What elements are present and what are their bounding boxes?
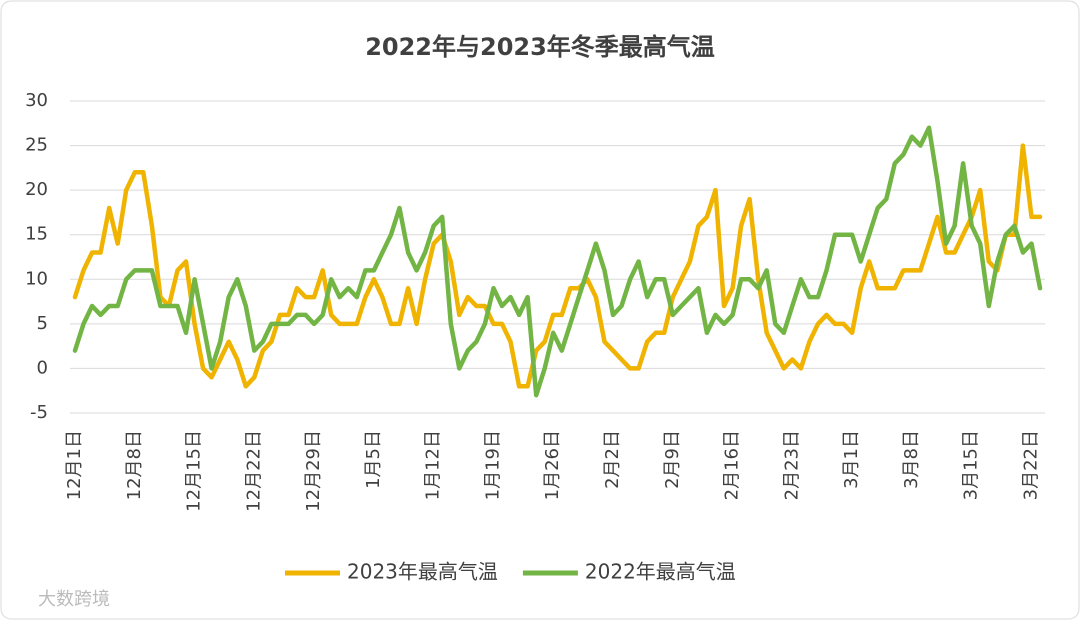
chart-title: 2022年与2023年冬季最高气温 [365,33,715,61]
y-tick-label: 25 [25,135,48,156]
x-tick-label: 3月22日 [1020,430,1041,500]
x-tick-label: 1月5日 [363,430,384,489]
x-tick-label: 2月2日 [602,430,623,489]
x-tick-label: 2月23日 [781,430,802,500]
y-tick-label: 20 [25,179,48,200]
x-tick-label: 3月8日 [901,430,922,489]
y-tick-label: 15 [25,224,48,245]
x-tick-label: 1月19日 [482,430,503,500]
x-tick-label: 12月15日 [184,430,205,512]
x-tick-label: 12月29日 [303,430,324,512]
x-tick-label: 2月16日 [722,430,743,500]
line-series [72,143,1043,389]
legend-label: 2023年最高气温 [347,560,498,584]
legend-label: 2022年最高气温 [585,560,736,584]
x-tick-label: 3月15日 [961,430,982,500]
y-tick-label: 30 [25,90,48,111]
y-tick-label: 10 [25,268,48,289]
y-tick-label: 0 [37,357,48,378]
x-tick-label: 12月22日 [243,430,264,512]
x-tick-label: 3月1日 [841,430,862,489]
line-series [72,125,1043,398]
x-tick-label: 12月1日 [64,430,85,500]
x-tick-label: 2月9日 [662,430,683,489]
watermark: 大数跨境 [38,589,110,610]
y-tick-label: 5 [37,313,48,334]
x-tick-label: 1月12日 [423,430,444,500]
x-tick-label: 12月8日 [124,430,145,500]
y-tick-label: -5 [30,402,48,423]
x-tick-label: 1月26日 [542,430,563,500]
